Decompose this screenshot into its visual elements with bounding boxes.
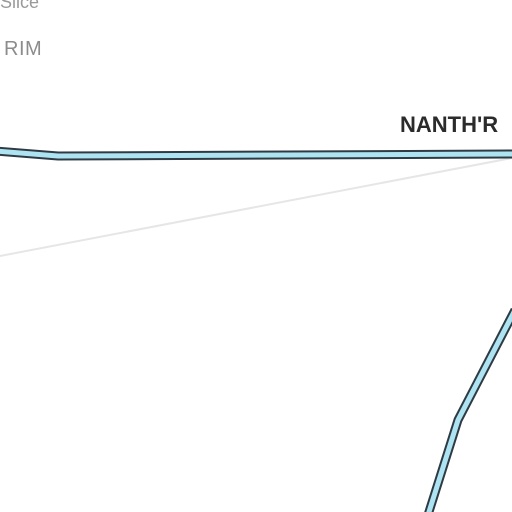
place-label-slice: Slice: [0, 0, 40, 12]
thin-grey-path: [0, 157, 512, 257]
place-label-rim: RIM: [4, 38, 43, 60]
road-diagonal[interactable]: [426, 310, 512, 512]
place-label-nanth: NANTH'R: [400, 112, 499, 137]
road-horizontal[interactable]: [0, 148, 512, 159]
